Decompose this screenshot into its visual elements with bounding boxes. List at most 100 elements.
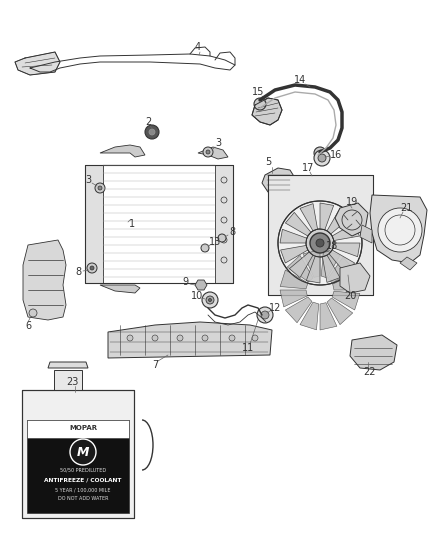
Polygon shape — [198, 147, 228, 159]
Polygon shape — [85, 165, 103, 283]
Polygon shape — [320, 203, 334, 230]
Circle shape — [70, 439, 96, 465]
Text: 21: 21 — [400, 203, 412, 213]
Circle shape — [206, 296, 214, 304]
Circle shape — [29, 309, 37, 317]
Circle shape — [208, 298, 212, 302]
Polygon shape — [327, 208, 351, 234]
Circle shape — [257, 307, 273, 323]
Polygon shape — [280, 270, 308, 289]
Circle shape — [278, 201, 362, 285]
Circle shape — [221, 177, 227, 183]
Polygon shape — [22, 390, 134, 518]
Circle shape — [90, 266, 94, 270]
Text: 5 YEAR / 100,000 MILE: 5 YEAR / 100,000 MILE — [55, 488, 111, 492]
Text: 20: 20 — [344, 291, 356, 301]
Circle shape — [202, 335, 208, 341]
Polygon shape — [195, 280, 207, 290]
Circle shape — [203, 147, 213, 157]
Polygon shape — [333, 273, 360, 290]
Text: 7: 7 — [152, 360, 158, 370]
Circle shape — [201, 244, 209, 252]
Circle shape — [261, 311, 269, 319]
Text: 12: 12 — [269, 303, 281, 313]
Circle shape — [252, 335, 258, 341]
Bar — [22, 390, 134, 518]
Polygon shape — [335, 203, 368, 236]
Polygon shape — [27, 420, 129, 438]
Circle shape — [202, 292, 218, 308]
Text: ANTIFREEZE / COOLANT: ANTIFREEZE / COOLANT — [44, 478, 122, 482]
Polygon shape — [15, 52, 60, 75]
Polygon shape — [332, 223, 360, 240]
Polygon shape — [281, 245, 308, 263]
Circle shape — [152, 335, 158, 341]
Circle shape — [98, 186, 102, 190]
Bar — [85, 165, 233, 283]
Circle shape — [306, 229, 334, 257]
Polygon shape — [322, 255, 340, 282]
Circle shape — [229, 335, 235, 341]
Circle shape — [218, 234, 226, 242]
Text: 8: 8 — [229, 227, 235, 237]
Polygon shape — [350, 335, 397, 370]
Polygon shape — [100, 285, 140, 293]
Text: 14: 14 — [294, 75, 306, 85]
Circle shape — [145, 125, 159, 139]
Polygon shape — [321, 250, 340, 278]
Circle shape — [254, 98, 266, 110]
Polygon shape — [333, 243, 360, 257]
Polygon shape — [268, 175, 373, 295]
Polygon shape — [306, 256, 320, 283]
Circle shape — [95, 183, 105, 193]
Polygon shape — [280, 290, 307, 307]
Text: 10: 10 — [191, 291, 203, 301]
Polygon shape — [108, 322, 272, 358]
Polygon shape — [320, 303, 337, 330]
Circle shape — [127, 335, 133, 341]
Text: 9: 9 — [182, 277, 188, 287]
Text: 13: 13 — [209, 237, 221, 247]
Polygon shape — [329, 250, 355, 273]
Polygon shape — [300, 204, 318, 231]
Bar — [268, 175, 373, 295]
Circle shape — [314, 147, 326, 159]
Circle shape — [315, 238, 325, 248]
Circle shape — [318, 154, 326, 162]
Circle shape — [221, 257, 227, 263]
Polygon shape — [280, 229, 307, 243]
Polygon shape — [300, 302, 319, 330]
Text: 6: 6 — [25, 321, 31, 331]
Circle shape — [87, 263, 97, 273]
Circle shape — [206, 150, 210, 154]
Circle shape — [177, 335, 183, 341]
Polygon shape — [400, 257, 417, 270]
Text: 18: 18 — [326, 241, 338, 251]
Polygon shape — [332, 291, 360, 310]
Circle shape — [378, 208, 422, 252]
Polygon shape — [303, 250, 320, 277]
Text: 1: 1 — [129, 219, 135, 229]
Text: DO NOT ADD WATER: DO NOT ADD WATER — [58, 496, 108, 500]
Text: M: M — [77, 446, 89, 458]
Polygon shape — [340, 263, 370, 293]
Polygon shape — [286, 297, 312, 323]
Polygon shape — [287, 255, 313, 282]
Polygon shape — [286, 212, 311, 236]
Polygon shape — [27, 420, 129, 513]
Text: 5: 5 — [265, 157, 271, 167]
Circle shape — [310, 233, 330, 253]
Text: 3: 3 — [85, 175, 91, 185]
Text: 2: 2 — [145, 117, 151, 127]
Polygon shape — [54, 370, 82, 390]
Circle shape — [314, 150, 330, 166]
Circle shape — [221, 237, 227, 243]
Polygon shape — [23, 240, 66, 320]
Text: 19: 19 — [346, 197, 358, 207]
Polygon shape — [262, 168, 295, 195]
Text: 11: 11 — [242, 343, 254, 353]
Polygon shape — [48, 362, 88, 368]
Circle shape — [315, 238, 325, 248]
Text: 15: 15 — [252, 87, 264, 97]
Text: 8: 8 — [75, 267, 81, 277]
